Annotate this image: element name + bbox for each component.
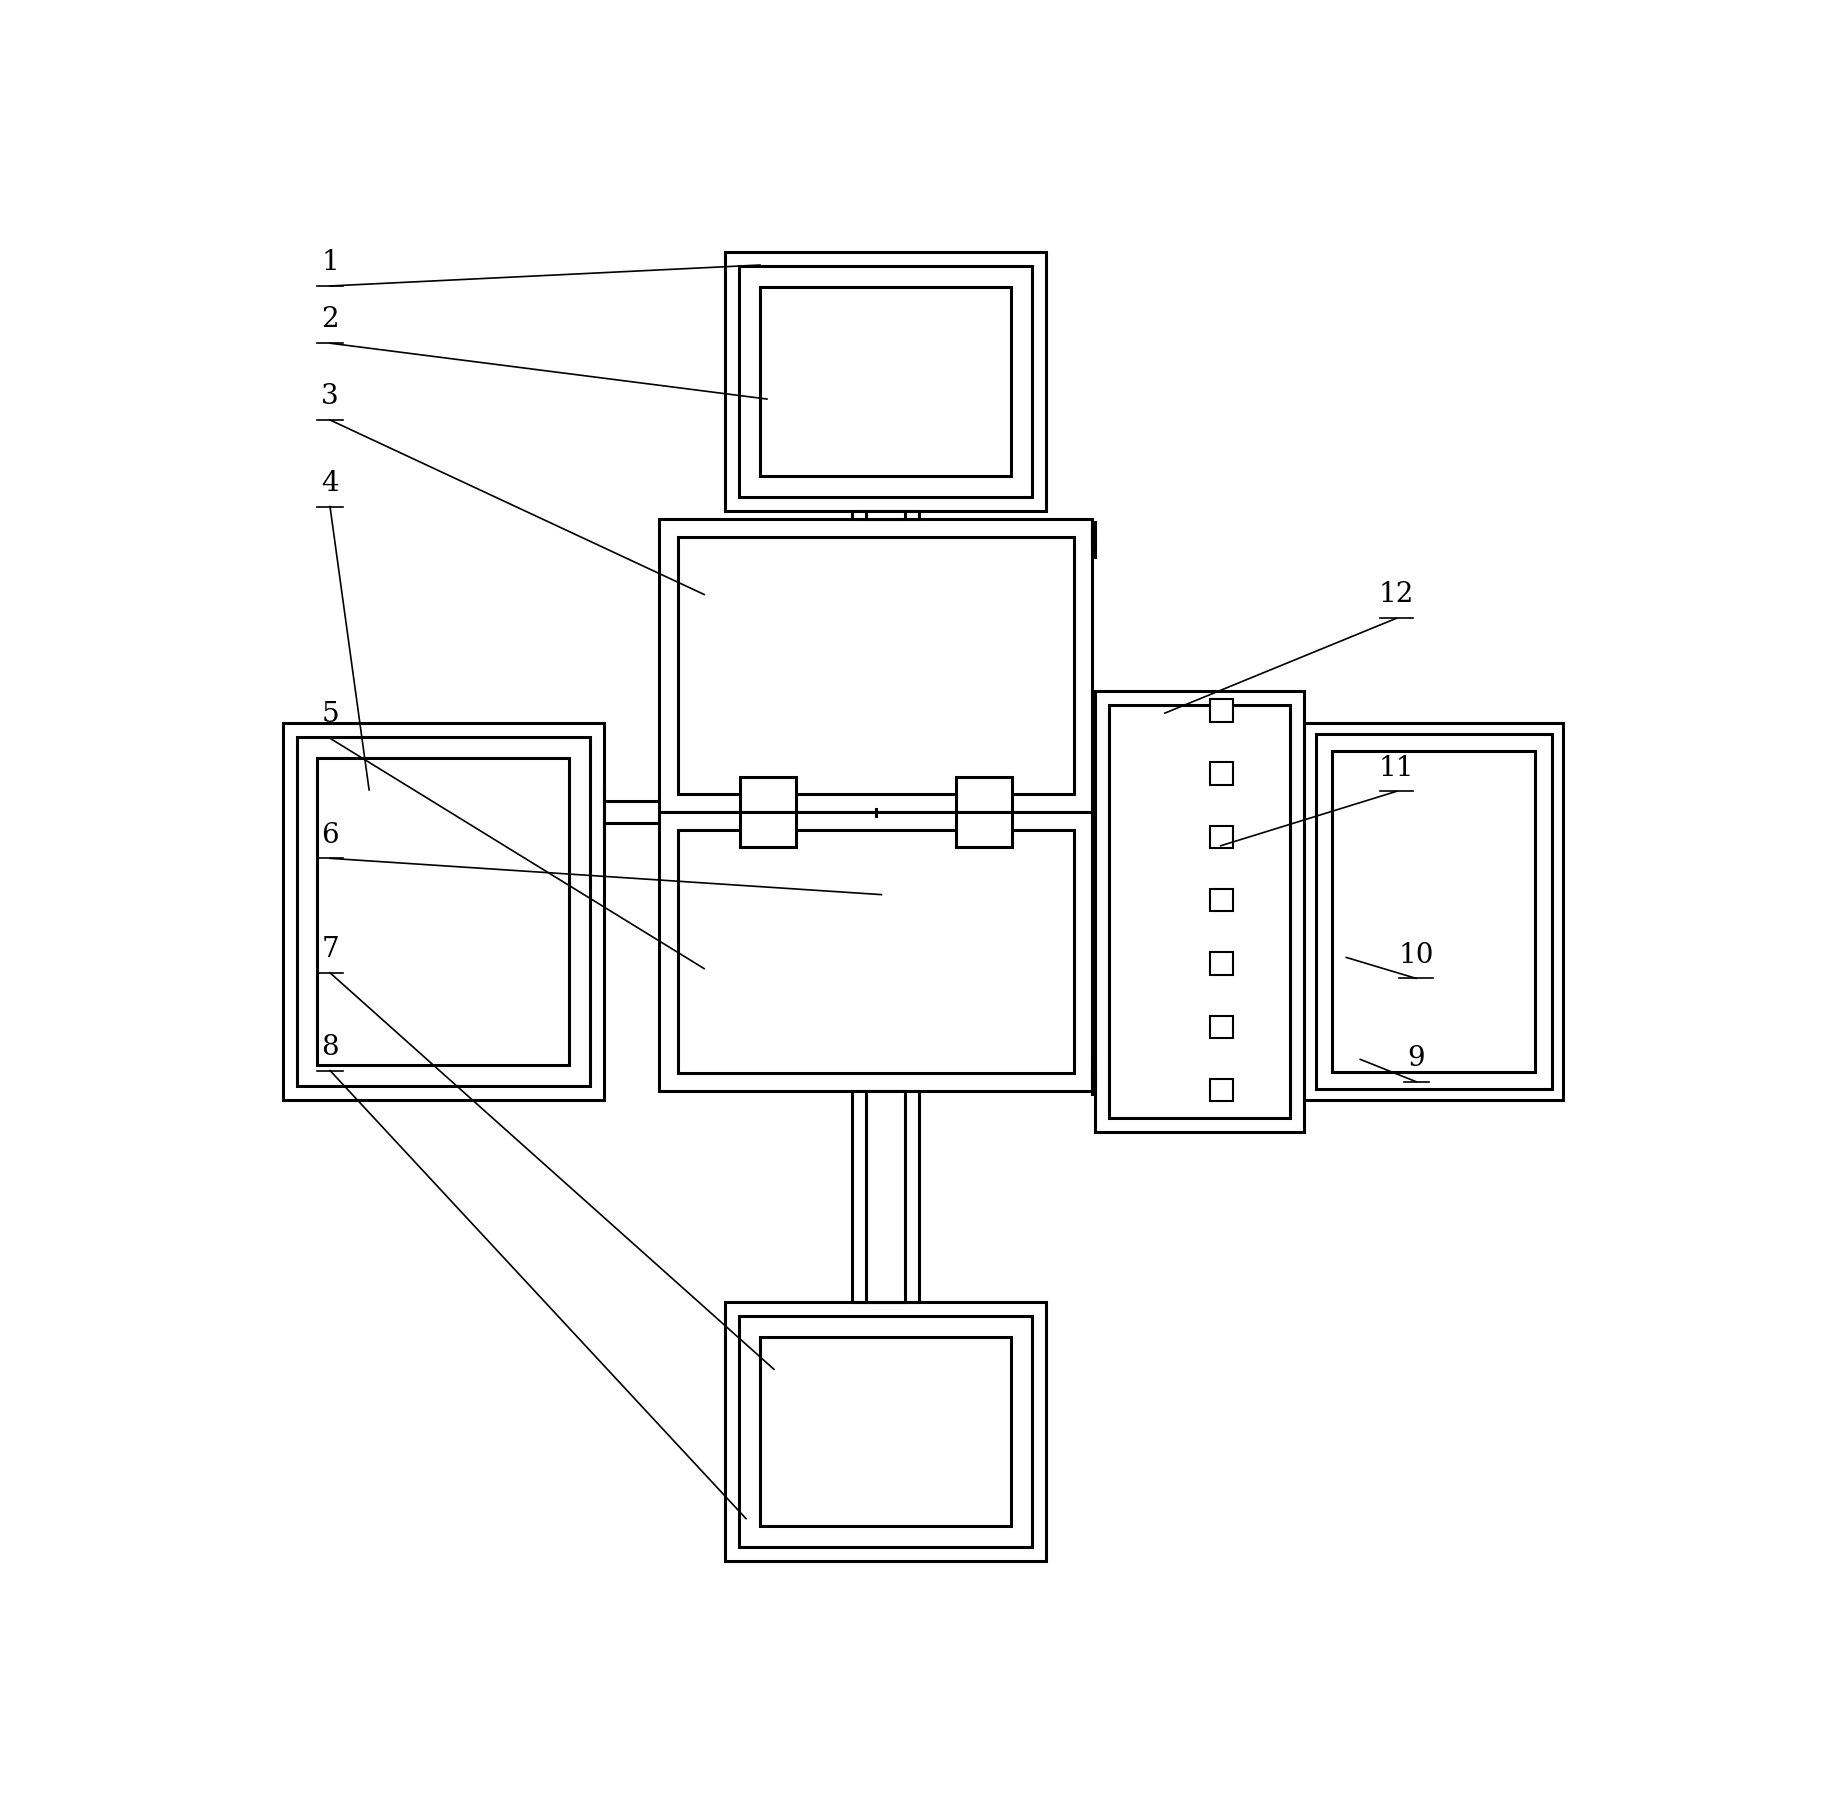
- Bar: [1110, 705, 1290, 1119]
- Bar: [852, 1091, 918, 1302]
- Bar: [1211, 952, 1233, 975]
- Bar: [1211, 700, 1233, 722]
- Bar: [740, 812, 795, 847]
- Bar: [1211, 825, 1233, 848]
- Text: 11: 11: [1380, 754, 1414, 781]
- Bar: [1095, 691, 1304, 1131]
- Bar: [865, 1091, 906, 1302]
- Text: 9: 9: [1407, 1044, 1426, 1071]
- Bar: [318, 758, 569, 1064]
- Bar: [678, 830, 1075, 1073]
- Bar: [1211, 1015, 1233, 1039]
- Bar: [852, 511, 918, 519]
- Bar: [296, 736, 590, 1086]
- Bar: [955, 778, 1012, 812]
- Text: 1: 1: [321, 248, 338, 276]
- Bar: [659, 812, 1093, 1091]
- Bar: [1304, 723, 1563, 1100]
- Bar: [1093, 1059, 1095, 1095]
- Text: 6: 6: [321, 821, 338, 848]
- Text: 4: 4: [321, 470, 338, 497]
- Bar: [738, 1316, 1032, 1546]
- Bar: [740, 778, 795, 812]
- Text: 8: 8: [321, 1033, 338, 1061]
- Bar: [761, 286, 1010, 475]
- Bar: [1211, 888, 1233, 912]
- Text: 2: 2: [321, 306, 338, 334]
- Bar: [865, 511, 906, 519]
- Bar: [1315, 734, 1552, 1088]
- Bar: [1211, 763, 1233, 785]
- Bar: [659, 519, 1093, 812]
- Bar: [726, 1302, 1045, 1561]
- Bar: [1211, 1079, 1233, 1100]
- Bar: [1093, 529, 1095, 548]
- Bar: [1093, 522, 1095, 557]
- Text: 5: 5: [321, 702, 338, 729]
- Text: 7: 7: [321, 936, 338, 963]
- Bar: [726, 252, 1045, 511]
- Text: 3: 3: [321, 383, 338, 410]
- Bar: [678, 537, 1075, 794]
- Bar: [761, 1338, 1010, 1525]
- Text: 10: 10: [1398, 941, 1435, 968]
- Bar: [1332, 751, 1534, 1071]
- Text: 12: 12: [1380, 582, 1414, 609]
- Bar: [1093, 1068, 1095, 1084]
- Bar: [955, 812, 1012, 847]
- Bar: [283, 723, 604, 1100]
- Bar: [738, 267, 1032, 497]
